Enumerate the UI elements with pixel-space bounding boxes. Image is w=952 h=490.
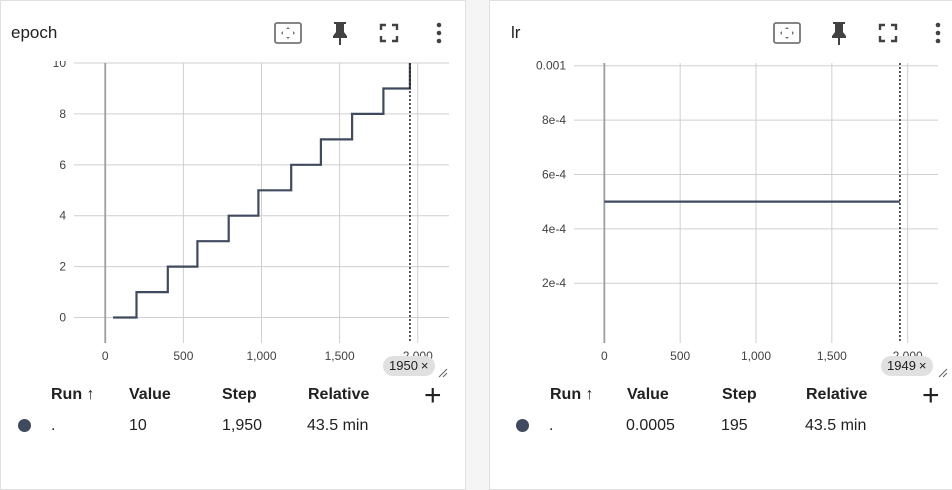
y-tick-label: 8 — [59, 107, 66, 121]
card-title: lr — [511, 23, 521, 42]
chip-label: 1950 — [389, 358, 418, 373]
column-header-value[interactable]: Value — [627, 386, 669, 403]
y-tick-label: 0.001 — [536, 61, 566, 73]
run-value: 10 — [129, 417, 147, 434]
y-tick-label: 6 — [59, 158, 66, 172]
run-step: 195 — [721, 417, 748, 434]
plus-icon[interactable]: + — [922, 379, 940, 412]
run-relative: 43.5 min — [805, 417, 867, 434]
resize-handle-icon[interactable] — [938, 368, 948, 378]
y-tick-label: 6e-4 — [542, 167, 566, 181]
x-tick-label: 1,500 — [817, 349, 847, 363]
x-tick-label: 1,500 — [325, 349, 355, 363]
close-icon[interactable]: × — [420, 358, 429, 373]
x-tick-label: 500 — [173, 349, 193, 363]
y-tick-label: 10 — [53, 61, 67, 70]
column-header-step[interactable]: Step — [722, 386, 757, 403]
plus-icon[interactable]: + — [424, 379, 442, 412]
run-name: . — [549, 417, 554, 434]
close-icon[interactable]: × — [918, 358, 927, 373]
column-header-run[interactable]: Run ↑ — [51, 386, 95, 403]
pin-icon — [832, 22, 846, 45]
x-tick-label: 0 — [601, 349, 608, 363]
x-tick-label: 1,000 — [246, 349, 276, 363]
fit-domain-icon — [274, 22, 302, 44]
chip-label: 1949 — [887, 358, 916, 373]
fullscreen-icon — [878, 23, 898, 43]
x-tick-label: 0 — [102, 349, 109, 363]
y-tick-label: 2 — [59, 260, 66, 274]
pin-button[interactable] — [326, 19, 354, 47]
y-tick-label: 0 — [59, 311, 66, 325]
x-tick-label: 1,000 — [741, 349, 771, 363]
card-title: epoch — [11, 23, 58, 42]
run-step: 1,950 — [222, 417, 263, 434]
y-tick-label: 2e-4 — [542, 276, 566, 290]
run-color-dot[interactable] — [18, 419, 31, 432]
fit-domain-button[interactable] — [773, 19, 801, 47]
y-tick-label: 4 — [59, 209, 66, 223]
series-line — [113, 63, 411, 319]
y-tick-label: 4e-4 — [542, 222, 566, 236]
step-marker-chip[interactable]: 1950 × — [383, 356, 435, 376]
run-name: . — [51, 417, 56, 434]
x-tick-label: 500 — [670, 349, 690, 363]
fullscreen-button[interactable] — [375, 19, 403, 47]
step-marker-chip[interactable]: 1949 × — [881, 356, 933, 376]
chart-card-lr: lr 2e-44e-46e-48e-40.00105001,0001,5002,… — [489, 0, 952, 490]
fit-domain-button[interactable] — [274, 19, 302, 47]
resize-handle-icon[interactable] — [438, 368, 448, 378]
column-header-step[interactable]: Step — [222, 386, 257, 403]
run-color-dot[interactable] — [516, 419, 529, 432]
run-value: 0.0005 — [626, 417, 675, 434]
y-tick-label: 8e-4 — [542, 113, 566, 127]
more-vert-icon — [935, 22, 941, 44]
column-header-relative[interactable]: Relative — [806, 386, 868, 403]
pin-icon — [333, 22, 347, 45]
column-header-relative[interactable]: Relative — [308, 386, 370, 403]
column-header-value[interactable]: Value — [129, 386, 171, 403]
run-relative: 43.5 min — [307, 417, 369, 434]
more-options-button[interactable] — [924, 19, 952, 47]
more-options-button[interactable] — [425, 19, 453, 47]
fullscreen-icon — [379, 23, 399, 43]
fullscreen-button[interactable] — [874, 19, 902, 47]
pin-button[interactable] — [825, 19, 853, 47]
more-vert-icon — [436, 22, 442, 44]
column-header-run[interactable]: Run ↑ — [550, 386, 594, 403]
fit-domain-icon — [773, 22, 801, 44]
